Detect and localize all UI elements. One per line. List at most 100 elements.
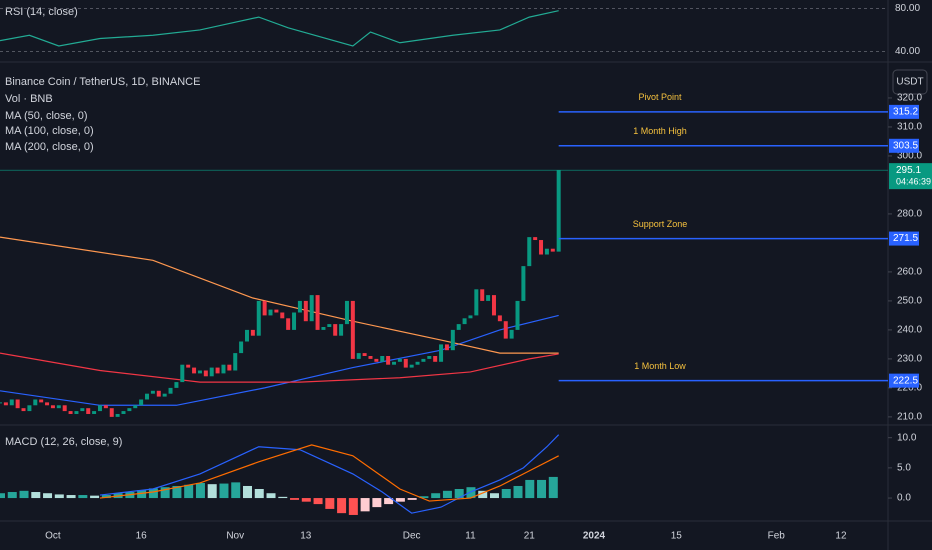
x-tick-label: 13	[300, 531, 312, 542]
macd-histogram	[54, 494, 64, 499]
candle	[168, 387, 173, 394]
macd-tick-label: 0.0	[897, 493, 911, 504]
x-tick-label: 2024	[583, 531, 606, 542]
candle	[203, 370, 208, 377]
candle	[368, 355, 373, 359]
candle	[321, 327, 326, 330]
candle	[74, 411, 79, 414]
macd-histogram	[172, 485, 182, 499]
candle	[356, 353, 361, 359]
candle	[333, 324, 338, 336]
candle	[39, 399, 44, 403]
candle	[233, 353, 238, 371]
candle	[374, 358, 379, 362]
macd-histogram	[489, 493, 499, 499]
y-tick-label: 210.0	[897, 412, 922, 423]
candle	[156, 390, 161, 397]
candle	[486, 295, 491, 301]
candle	[197, 370, 202, 374]
level-tag	[889, 373, 919, 388]
macd-histogram	[372, 498, 382, 508]
candle	[268, 309, 273, 316]
x-tick-label: 21	[524, 531, 536, 542]
y-tick-label: 250.0	[897, 296, 922, 307]
macd-histogram	[78, 495, 88, 499]
level-name: 1 Month High	[633, 126, 687, 136]
macd-tick-label: 5.0	[897, 463, 911, 474]
macd-histogram	[137, 490, 147, 499]
moving-average	[0, 314, 559, 406]
candle	[133, 405, 138, 409]
candle	[221, 364, 226, 374]
candle	[350, 300, 355, 359]
candle	[209, 367, 214, 377]
macd-histogram	[254, 489, 264, 499]
rsi-tick-label: 80.00	[895, 3, 920, 14]
candle	[433, 355, 438, 362]
macd-line	[99, 434, 560, 514]
y-tick-label: 260.0	[897, 267, 922, 278]
candle	[286, 318, 291, 330]
level-tag	[889, 138, 919, 153]
candle	[468, 315, 473, 319]
candle	[33, 399, 38, 406]
ma-label: MA (200, close, 0)	[5, 141, 94, 153]
macd-histogram	[337, 498, 347, 514]
candle	[444, 344, 449, 351]
y-tick-label: 320.0	[897, 93, 922, 104]
candle	[50, 405, 55, 409]
macd-histogram	[278, 496, 288, 499]
macd-histogram	[454, 489, 464, 499]
unit-button[interactable]	[892, 69, 928, 95]
candle	[462, 318, 467, 325]
candle	[45, 402, 50, 406]
macd-histogram	[478, 490, 488, 499]
candle	[533, 237, 538, 241]
candle	[9, 399, 14, 406]
last-price-label: 295.1	[896, 165, 921, 176]
candle	[480, 289, 485, 301]
candle	[215, 367, 220, 374]
candle	[139, 399, 144, 406]
candle	[186, 364, 191, 368]
macd-histogram	[101, 495, 111, 499]
unit-button-label: USDT	[896, 77, 923, 88]
candle	[62, 405, 67, 412]
candle	[344, 300, 349, 325]
macd-histogram	[301, 498, 311, 502]
candle	[409, 364, 414, 368]
y-tick-label: 220.0	[897, 383, 922, 394]
x-tick-label: 12	[835, 531, 847, 542]
candle	[450, 329, 455, 351]
macd-histogram	[313, 498, 323, 505]
candle	[515, 300, 520, 330]
x-tick-label: 11	[465, 531, 476, 542]
y-tick-label: 230.0	[897, 354, 922, 365]
candle	[262, 300, 267, 316]
macd-histogram	[43, 493, 53, 499]
candle	[174, 382, 179, 388]
macd-histogram	[19, 490, 29, 499]
candle	[380, 355, 385, 362]
candle	[80, 408, 85, 412]
candle	[556, 170, 561, 252]
macd-histogram	[419, 496, 429, 499]
x-tick-label: Feb	[768, 531, 786, 542]
candle	[386, 355, 391, 365]
moving-average	[0, 352, 559, 383]
macd-histogram	[395, 498, 405, 502]
macd-histogram	[431, 493, 441, 499]
candle	[56, 405, 61, 409]
macd-histogram	[466, 487, 476, 499]
candle	[339, 324, 344, 336]
macd-histogram	[548, 476, 558, 499]
candle	[421, 358, 426, 362]
candle	[239, 341, 244, 354]
candle	[68, 411, 73, 414]
macd-histogram	[348, 498, 358, 515]
candle	[392, 361, 397, 365]
macd-histogram	[90, 495, 100, 499]
level-name: Support Zone	[633, 219, 688, 229]
candle	[145, 393, 150, 400]
x-tick-label: Dec	[403, 531, 421, 542]
